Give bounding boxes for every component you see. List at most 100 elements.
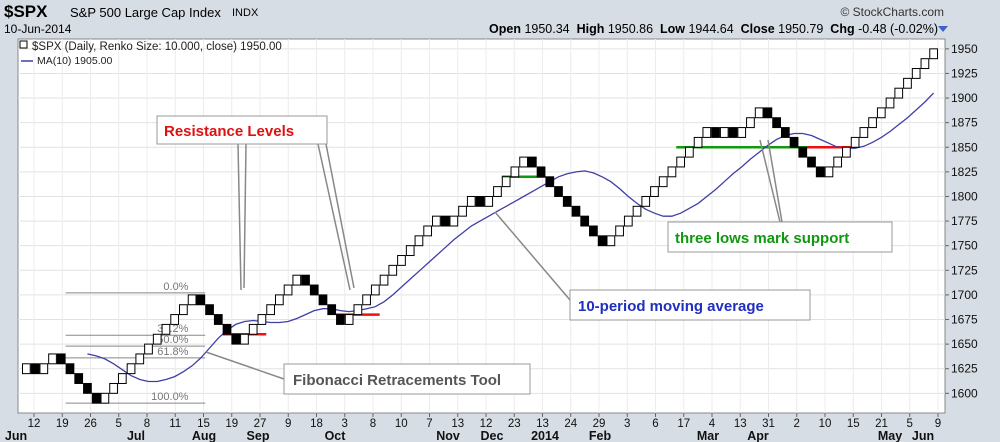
renko-down-box (91, 392, 101, 404)
renko-up-box (911, 68, 921, 79)
x-tick-label: 4 (709, 418, 716, 430)
x-month-label: Feb (589, 429, 612, 442)
renko-up-box (894, 87, 904, 99)
fib-level-label: 0.0% (163, 281, 188, 293)
renko-up-box (414, 235, 424, 247)
renko-up-box (187, 294, 197, 306)
renko-down-box (789, 136, 799, 148)
x-tick-label: 3 (342, 418, 348, 430)
x-tick-label: 19 (56, 418, 69, 430)
x-tick-label: 8 (370, 418, 376, 430)
renko-up-box (737, 127, 747, 138)
x-tick-label: 15 (847, 418, 860, 430)
renko-up-box (161, 323, 171, 335)
renko-up-box (650, 186, 659, 197)
renko-up-box (370, 284, 380, 296)
x-tick-label: 27 (254, 418, 267, 430)
renko-up-box (615, 225, 624, 237)
renko-legend-icon (19, 40, 28, 49)
x-tick-label: 3 (624, 418, 630, 430)
renko-up-box (719, 127, 729, 138)
x-tick-label: 12 (480, 418, 493, 430)
renko-up-box (658, 176, 668, 188)
renko-up-box (623, 215, 633, 227)
chg-label: Chg (830, 22, 855, 36)
renko-down-box (772, 117, 781, 129)
ohlc-readout: Open 1950.34 High 1950.86 Low 1944.64 Cl… (489, 22, 938, 36)
y-tick-label: 1950 (951, 42, 978, 56)
renko-down-box (56, 353, 66, 365)
x-tick-label: 13 (734, 418, 747, 430)
renko-up-box (170, 314, 180, 325)
x-tick-label: 2 (794, 418, 800, 430)
renko-up-box (100, 392, 110, 404)
x-month-label: Dec (481, 429, 504, 442)
legend-main: $SPX (Daily, Renko Size: 10.000, close) … (32, 41, 282, 53)
renko-down-box (336, 314, 345, 325)
y-tick-label: 1875 (951, 116, 978, 130)
renko-down-box (440, 215, 450, 227)
renko-up-box (501, 176, 511, 188)
y-tick-label: 1700 (951, 288, 978, 302)
x-tick-label: 5 (116, 418, 122, 430)
x-month-label: Nov (436, 429, 460, 442)
renko-up-box (876, 107, 886, 119)
renko-up-box (379, 274, 389, 286)
x-tick-label: 23 (508, 418, 521, 430)
x-tick-label: 7 (426, 418, 432, 430)
renko-up-box (606, 235, 616, 247)
renko-up-box (240, 333, 249, 345)
renko-up-box (144, 343, 153, 355)
high-value: 1950.86 (607, 22, 654, 36)
renko-up-box (117, 373, 127, 384)
x-month-label: Jul (127, 429, 145, 442)
x-tick-label: 19 (225, 418, 238, 430)
y-tick-label: 1725 (951, 263, 978, 277)
y-axis: 1600 1625 1650 1675 1700 1725 1750 1775 1800 1825… (945, 42, 978, 400)
renko-up-box (48, 353, 57, 365)
chevron-down-icon[interactable] (938, 26, 948, 32)
renko-down-box (763, 107, 773, 119)
brand-link[interactable]: © StockCharts.com (840, 5, 944, 19)
renko-down-box (205, 304, 214, 316)
renko-up-box (920, 58, 930, 70)
open-value: 1950.34 (524, 22, 570, 36)
renko-up-box (667, 166, 677, 178)
x-tick-label: 21 (875, 418, 888, 430)
renko-up-box (126, 363, 136, 375)
renko-down-box (213, 314, 223, 325)
x-month-label: Oct (325, 429, 347, 442)
note-resistance: Resistance Levels (156, 115, 328, 145)
renko-up-box (842, 146, 851, 158)
note-fib-text: Fibonacci Retracements Tool (293, 372, 501, 389)
renko-up-box (432, 215, 441, 227)
renko-down-box (475, 195, 485, 207)
y-tick-label: 1850 (951, 140, 978, 154)
renko-up-box (283, 284, 293, 296)
callout-leader (205, 351, 285, 380)
renko-up-box (152, 333, 162, 345)
x-tick-label: 31 (762, 418, 775, 430)
x-tick-label: 10 (819, 418, 832, 430)
y-tick-label: 1650 (951, 337, 978, 351)
renko-up-box (493, 186, 502, 197)
renko-down-box (545, 176, 555, 188)
renko-down-box (327, 304, 337, 316)
note-ma: 10-period moving average (569, 289, 811, 321)
x-tick-label: 15 (197, 418, 210, 430)
x-tick-label: 24 (564, 418, 577, 430)
renko-down-box (580, 215, 590, 227)
renko-up-box (344, 314, 354, 325)
renko-up-box (641, 195, 651, 207)
x-month-label: 2014 (531, 429, 559, 442)
renko-down-box (309, 284, 319, 296)
renko-boxes (22, 48, 938, 404)
callout-leader (317, 143, 351, 291)
renko-down-box (562, 195, 572, 207)
note-ma-text: 10-period moving average (578, 298, 764, 315)
renko-up-box (685, 146, 694, 158)
chart-legend: $SPX (Daily, Renko Size: 10.000, close) … (19, 40, 282, 67)
renko-up-box (22, 363, 31, 375)
